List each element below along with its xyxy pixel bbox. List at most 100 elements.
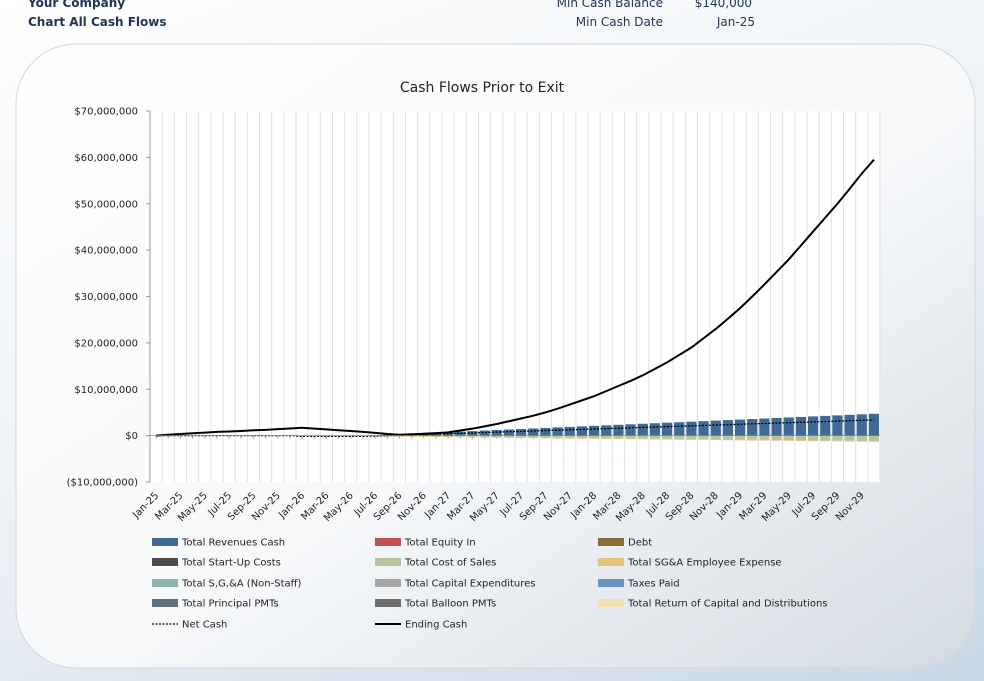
bar — [734, 419, 746, 436]
legend-swatch — [375, 599, 401, 607]
bar — [552, 437, 563, 439]
legend-swatch — [598, 538, 624, 546]
bar — [637, 438, 648, 440]
legend-label: Ending Cash — [405, 620, 467, 631]
bar — [686, 435, 697, 440]
legend-label: Total Cost of Sales — [404, 558, 496, 569]
legend-label: Total Equity In — [404, 538, 476, 549]
bar — [868, 441, 880, 442]
bar — [418, 436, 429, 437]
bar — [710, 435, 721, 440]
bar — [564, 437, 575, 439]
legend-label: Total Revenues Cash — [181, 538, 285, 549]
page-title: Chart All Cash Flows — [28, 15, 167, 29]
bar — [613, 424, 624, 436]
bar — [528, 428, 539, 436]
bar — [613, 435, 624, 439]
bar — [601, 435, 612, 439]
bar — [564, 426, 575, 436]
bar — [674, 435, 685, 439]
bar — [625, 438, 636, 440]
bar — [820, 415, 831, 436]
bar — [771, 435, 782, 441]
bar — [771, 440, 782, 441]
bar — [686, 439, 697, 440]
legend-label: Net Cash — [182, 620, 227, 631]
bar — [588, 438, 600, 439]
bar — [503, 437, 515, 438]
bar — [588, 425, 600, 436]
bar — [710, 420, 721, 436]
bar — [807, 435, 819, 441]
bar — [661, 438, 673, 440]
bar — [528, 437, 539, 439]
legend-label: Total Principal PMTs — [181, 599, 279, 610]
bar — [394, 435, 405, 437]
bar — [795, 440, 807, 441]
bar — [491, 435, 502, 438]
bar — [674, 422, 685, 436]
y-tick-label: $40,000,000 — [74, 246, 138, 257]
bar — [515, 428, 527, 436]
bar — [479, 436, 490, 438]
bar — [540, 437, 551, 439]
bar — [515, 435, 527, 438]
min-balance: $140,000 — [694, 0, 752, 10]
bar — [576, 426, 588, 436]
chart-title: Cash Flows Prior to Exit — [400, 80, 565, 96]
bar — [734, 439, 746, 441]
bar — [430, 432, 442, 436]
bar — [832, 415, 843, 436]
y-tick-label: $0 — [125, 431, 138, 442]
bar — [759, 418, 770, 436]
bar — [369, 435, 381, 437]
bar — [503, 435, 515, 438]
bar — [771, 417, 782, 436]
bar — [467, 435, 478, 437]
bar — [479, 435, 490, 437]
bar — [649, 438, 661, 440]
legend-label: Total S,G,&A (Non-Staff) — [181, 579, 302, 590]
bar — [661, 422, 673, 436]
y-tick-label: $20,000,000 — [74, 338, 138, 349]
bar — [625, 424, 636, 436]
bar — [856, 440, 867, 442]
bar — [649, 435, 661, 439]
bar — [832, 440, 843, 442]
bar — [747, 419, 758, 436]
bar — [698, 439, 709, 440]
bar — [625, 435, 636, 439]
bar — [734, 435, 746, 440]
bar — [588, 435, 600, 439]
bar — [637, 435, 648, 439]
legend-swatch — [598, 558, 624, 566]
bar — [406, 436, 417, 437]
bar — [820, 435, 831, 441]
bar — [759, 439, 770, 441]
bar — [503, 429, 515, 436]
bar — [686, 421, 697, 436]
legend-swatch — [375, 538, 401, 546]
bar — [722, 435, 734, 440]
bar — [807, 440, 819, 442]
bar — [868, 413, 880, 436]
bar — [613, 438, 624, 440]
legend-label: Total Balloon PMTs — [404, 599, 496, 610]
legend-swatch — [598, 579, 624, 587]
bar — [455, 431, 466, 436]
legend-swatch — [375, 558, 401, 566]
legend-swatch — [375, 579, 401, 587]
bar — [564, 435, 575, 438]
legend-swatch — [152, 599, 178, 607]
bar — [783, 417, 794, 436]
legend-swatch — [152, 538, 178, 546]
bar — [868, 435, 880, 442]
bar — [442, 436, 454, 438]
bar — [747, 435, 758, 440]
bar — [783, 440, 794, 441]
y-tick-label: $30,000,000 — [74, 292, 138, 303]
y-tick-label: $10,000,000 — [74, 385, 138, 396]
bar — [552, 435, 563, 438]
bar — [844, 414, 855, 436]
